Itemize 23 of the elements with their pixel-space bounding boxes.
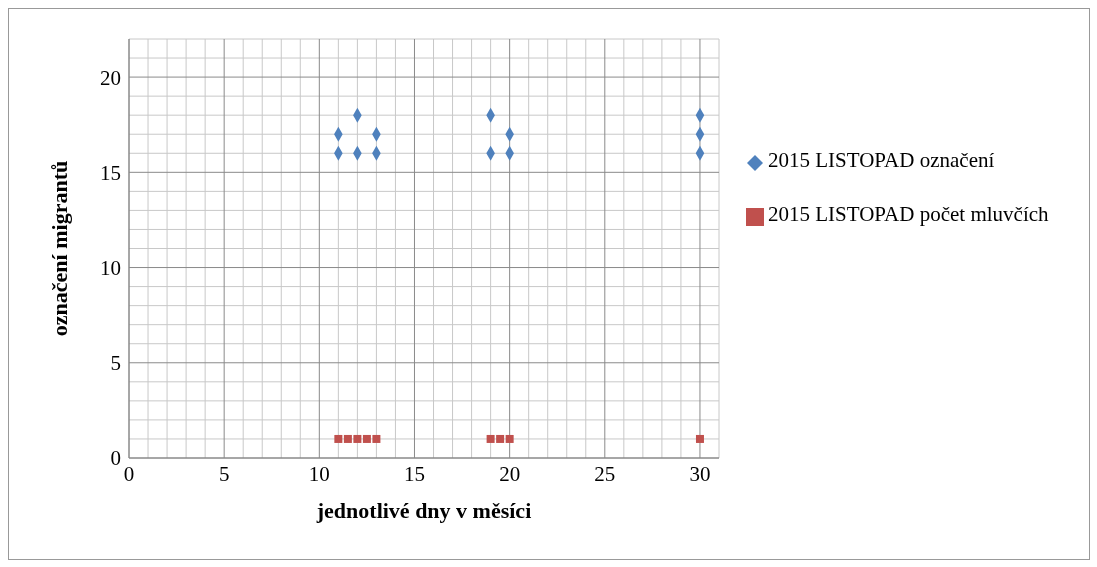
x-tick-label: 10: [308, 461, 330, 486]
point: [496, 434, 505, 443]
point: [372, 434, 381, 443]
y-axis-title: označení migrantů: [46, 160, 72, 337]
x-tick-label: 25: [594, 461, 616, 486]
legend-label: 2015 LISTOPAD počet mluvčích: [768, 200, 1049, 228]
y-tick-label: 10: [100, 256, 121, 280]
point: [695, 434, 704, 443]
point: [362, 434, 371, 443]
x-tick-label: 30: [689, 461, 711, 486]
point: [353, 434, 362, 443]
y-tick-label: 5: [110, 351, 121, 376]
point: [505, 434, 514, 443]
x-tick-label: 15: [403, 461, 425, 486]
point: [486, 434, 495, 443]
x-tick-label: 20: [499, 461, 521, 486]
y-tick-label: 15: [100, 160, 121, 185]
legend-label: 2015 LISTOPAD označení: [768, 146, 995, 174]
y-tick-label: 20: [100, 65, 121, 90]
x-tick-label: 5: [218, 461, 230, 486]
point: [343, 434, 352, 443]
point: [334, 434, 343, 443]
x-axis-title: jednotlivé dny v měsíci: [315, 498, 532, 523]
